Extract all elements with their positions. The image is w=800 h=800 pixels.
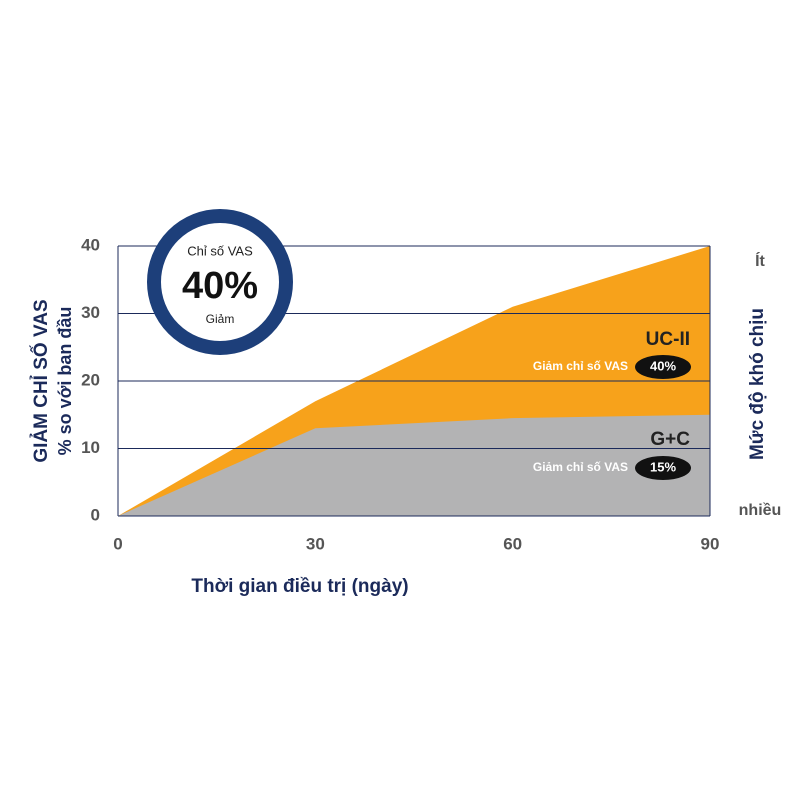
y2-top-label: Ít — [755, 251, 765, 270]
badge-ring — [147, 209, 293, 355]
y-tick-label: 40 — [81, 235, 100, 254]
badge-value: 40% — [182, 265, 258, 307]
series-label: G+C — [650, 429, 690, 450]
y-tick-label: 20 — [81, 370, 100, 389]
pill — [635, 355, 691, 379]
x-tick-label: 60 — [503, 534, 522, 553]
x-axis-label: Thời gian điều trị (ngày) — [191, 576, 408, 597]
area — [118, 414, 710, 516]
x-tick-label: 90 — [701, 534, 720, 553]
y-tick-label: 0 — [91, 505, 100, 524]
y-axis-label: GIẢM CHỈ SỐ VAS — [30, 299, 52, 462]
badge-title: Chỉ số VAS — [187, 243, 253, 258]
series-note: Giảm chỉ số VAS — [533, 359, 628, 373]
y2-bottom-label: nhiều — [739, 502, 782, 519]
badge-subtitle: Giảm — [206, 312, 235, 326]
x-tick-label: 30 — [306, 534, 325, 553]
pill-label: 40% — [650, 358, 676, 373]
y-tick-label: 10 — [81, 438, 100, 457]
y-axis-label: % so với ban đầu — [55, 307, 75, 456]
pill-label: 15% — [650, 459, 676, 474]
x-tick-label: 0 — [113, 534, 122, 553]
y2-axis-label: Mức độ khó chịu — [747, 308, 768, 460]
series-label: UC-II — [646, 329, 690, 350]
series-note: Giảm chỉ số VAS — [533, 460, 628, 474]
pill — [635, 456, 691, 480]
y-tick-label: 30 — [81, 303, 100, 322]
